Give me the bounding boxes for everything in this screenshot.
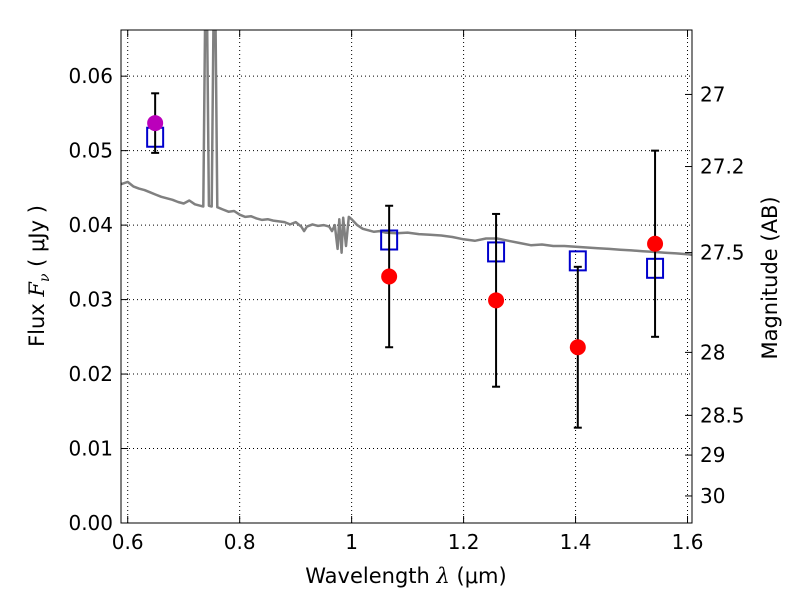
observed-photometry-point: [488, 292, 505, 309]
y2-tick-label: 27.5: [700, 241, 745, 265]
y-tick-label: 0.05: [68, 139, 113, 163]
axes-frame: [120, 29, 693, 524]
y2-tick-label: 27: [700, 82, 725, 106]
observed-photometry-point: [147, 115, 164, 132]
y2-tick-label: 28.5: [700, 403, 745, 427]
model-spectrum-line: [121, 30, 692, 257]
y-tick-label: 0.02: [68, 362, 113, 386]
x-axis-label: Wavelength λ (μm): [305, 564, 506, 588]
grid-lines: [121, 30, 692, 524]
y-tick-label: 0.01: [68, 437, 113, 461]
observed-photometry-point: [381, 268, 398, 285]
axes: 0.6 0.8 1 1.2 1.4 1.6 0.00 0.01 0.02 0.03 0.04 0.05…: [68, 29, 745, 554]
x-tick-label: 1.4: [560, 530, 592, 554]
x-tick-label: 0.6: [112, 530, 144, 554]
x-tick-label: 1.2: [448, 530, 480, 554]
x-tick-label: 1: [345, 530, 358, 554]
y2-tick-label: 27.2: [700, 155, 745, 179]
x-tick-label: 0.8: [224, 530, 256, 554]
y2-axis-label: Magnitude (AB): [758, 196, 782, 359]
observed-photometry-point: [647, 235, 664, 252]
observed-photometry-point: [569, 339, 586, 356]
y-axis-label: Flux Fν ( μJy ): [25, 205, 53, 347]
plot-area: [121, 30, 692, 429]
y2-tick-label: 29: [700, 443, 725, 467]
y-tick-label: 0.00: [68, 511, 113, 535]
y-tick-label: 0.04: [68, 213, 113, 237]
plot-series: [121, 30, 692, 429]
x-tick-label: 1.6: [672, 530, 704, 554]
y2-tick-label: 30: [700, 484, 725, 508]
y-tick-label: 0.06: [68, 64, 113, 88]
y-tick-label: 0.03: [68, 288, 113, 312]
y2-tick-label: 28: [700, 340, 725, 364]
